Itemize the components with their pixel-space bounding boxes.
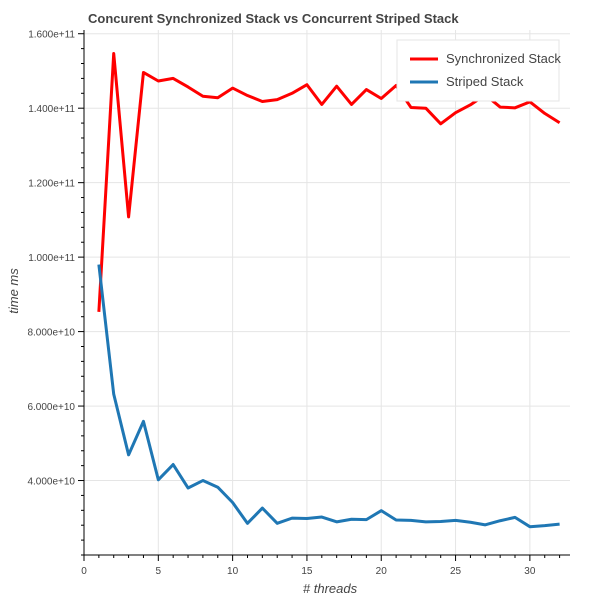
legend-label-synchronized-stack: Synchronized Stack <box>446 51 561 66</box>
x-tick-label: 0 <box>81 566 87 577</box>
series-line-striped-stack <box>97 264 560 529</box>
chart-title: Concurent Synchronized Stack vs Concurre… <box>88 11 459 26</box>
y-tick-label: 6.000e+10 <box>27 402 75 413</box>
legend: Synchronized Stack Striped Stack <box>396 39 561 102</box>
legend-label-striped-stack: Striped Stack <box>446 74 524 89</box>
x-tick-label: 20 <box>376 566 388 577</box>
x-tick-label: 10 <box>227 566 239 577</box>
x-tick-label: 25 <box>450 566 462 577</box>
x-axis-label: # threads <box>303 581 358 596</box>
y-axis-label: time ms <box>6 268 21 314</box>
legend-box <box>396 39 560 102</box>
y-tick-label: 1.200e+11 <box>28 179 75 190</box>
y-tick-label: 1.000e+11 <box>28 253 75 264</box>
y-tick-label: 1.400e+11 <box>28 104 75 115</box>
axes: 0 5 10 15 20 25 30 4.000e+10 6.000e+10 8.000e+10 1… <box>27 30 570 577</box>
x-tick-label: 30 <box>524 566 536 577</box>
x-tick-label: 15 <box>301 566 313 577</box>
y-tick-label: 1.600e+11 <box>28 30 75 41</box>
x-tick-label: 5 <box>156 566 162 577</box>
y-tick-label: 4.000e+10 <box>27 477 75 488</box>
grid <box>84 30 570 555</box>
y-tick-label: 8.000e+10 <box>27 328 75 339</box>
